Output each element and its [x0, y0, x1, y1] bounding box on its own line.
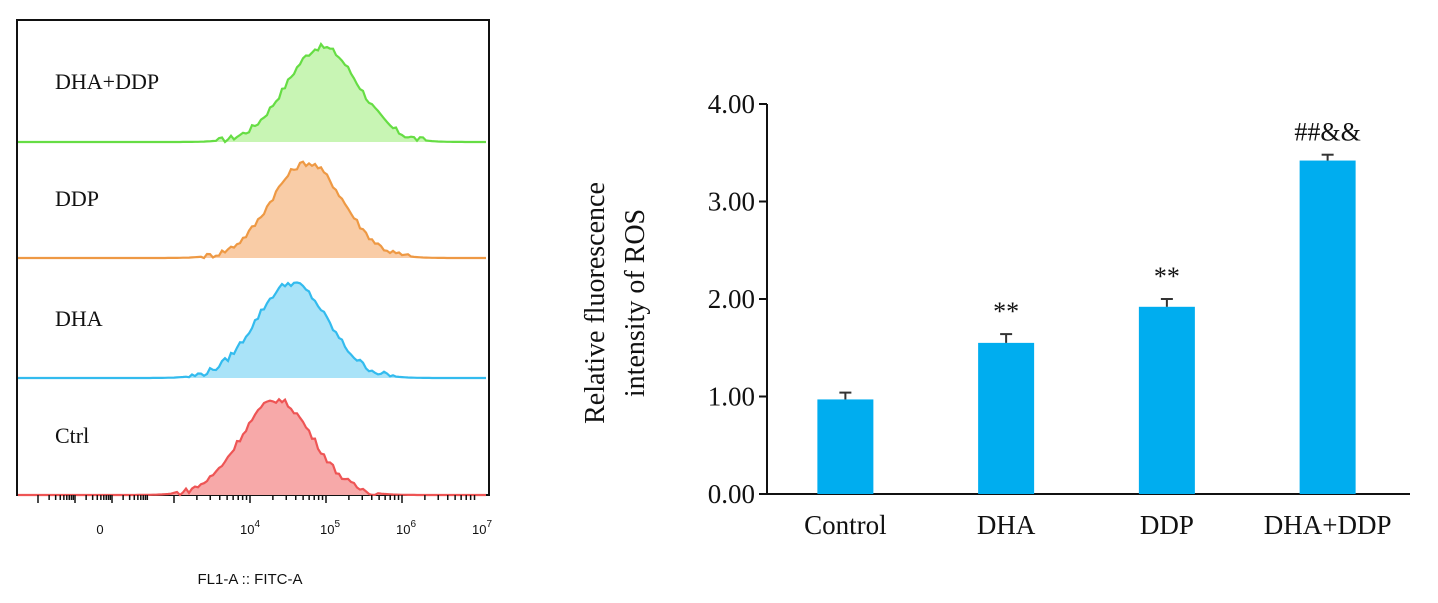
flow-tracks: DHA+DDP DDP DHA Ctrl — [18, 42, 488, 497]
bar-y-tick-label: 0.00 — [708, 479, 755, 509]
bar-y-tick-label: 1.00 — [708, 382, 755, 412]
bar-marks: ** ** ##&& — [817, 118, 1361, 495]
histogram-curve-ddp — [18, 160, 486, 260]
bar-category-label: DDP — [1140, 510, 1194, 540]
track-label: Ctrl — [55, 423, 89, 448]
histogram-fill-ddp — [18, 161, 488, 258]
bar — [978, 342, 1035, 494]
histogram-fill-dha-ddp — [18, 44, 488, 142]
bar-chart-panel: 0.00 1.00 2.00 3.00 4.00 Control DHA DDP DHA+DD… — [580, 89, 1410, 540]
flow-x-tick-label: 105 — [320, 519, 340, 537]
histogram-curve-dha — [18, 281, 486, 380]
flow-x-tick-label: 107 — [472, 519, 492, 537]
bar-category-label: DHA — [977, 510, 1036, 540]
bar — [1138, 306, 1195, 494]
bar-y-axis-label-line-1: Relative fluorescence — [580, 182, 611, 424]
histogram-fill-dha — [18, 282, 488, 378]
histogram-curve-ctrl — [18, 397, 486, 497]
bar — [1299, 160, 1356, 495]
track-label: DHA+DDP — [55, 69, 159, 94]
track-label: DHA — [55, 306, 103, 331]
flow-x-axis-label: FL1-A :: FITC-A — [197, 571, 302, 588]
bar-y-axis-label-line-2: intensity of ROS — [620, 209, 651, 397]
bar-x-axis: Control DHA DDP DHA+DDP — [767, 493, 1410, 540]
bar-y-tick-label: 4.00 — [708, 89, 755, 119]
significance-label: ** — [993, 297, 1019, 326]
bar-y-axis-label: Relative fluorescence — [580, 182, 611, 424]
track-label: DDP — [55, 186, 99, 211]
significance-label: ** — [1154, 262, 1180, 291]
histogram-fill-ctrl — [18, 399, 488, 495]
histogram-curve-dha-ddp — [18, 42, 486, 144]
flow-x-tick-label: 0 — [96, 522, 103, 537]
significance-label: ##&& — [1294, 118, 1360, 147]
bar-y-axis: 0.00 1.00 2.00 3.00 4.00 — [708, 89, 768, 509]
flow-x-axis: 0 104 105 106 107 — [37, 495, 492, 537]
bar-category-label: DHA+DDP — [1264, 510, 1392, 540]
bar — [817, 399, 874, 494]
flow-x-tick-label: 104 — [240, 519, 260, 537]
bar-category-label: Control — [804, 510, 887, 540]
flow-x-tick-label: 106 — [396, 519, 416, 537]
bar-y-axis-label-2: intensity of ROS — [620, 209, 651, 397]
bar-y-tick-label: 2.00 — [708, 284, 755, 314]
bar-y-tick-label: 3.00 — [708, 187, 755, 217]
